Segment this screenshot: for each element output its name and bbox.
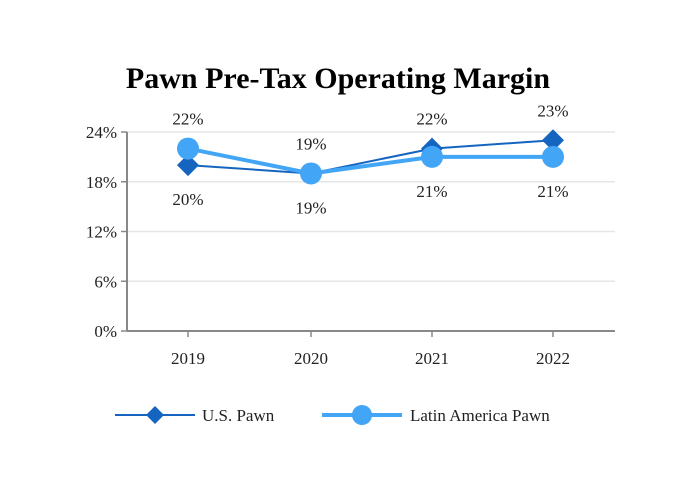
series-layer	[177, 129, 564, 185]
x-tick-label: 2020	[294, 349, 328, 368]
y-tick-label: 0%	[94, 322, 117, 341]
series-line	[187, 146, 553, 176]
legend-label: Latin America Pawn	[410, 406, 550, 425]
y-axis-ticks: 0% 6% 12% 18% 24%	[86, 123, 127, 341]
grid-lines	[127, 131, 615, 282]
data-label: 20%	[172, 190, 203, 209]
data-point	[300, 162, 322, 185]
data-point	[177, 154, 199, 177]
y-tick-label: 24%	[86, 123, 117, 142]
x-tick-label: 2021	[415, 349, 449, 368]
data-point	[542, 129, 564, 152]
legend-item-latin-america-pawn: Latin America Pawn	[322, 405, 550, 425]
data-point	[421, 145, 443, 168]
data-label: 21%	[537, 182, 568, 201]
data-label: 22%	[172, 110, 203, 129]
y-tick-label: 18%	[86, 173, 117, 192]
legend: U.S. Pawn Latin America Pawn	[115, 405, 550, 425]
x-tick-label: 2022	[536, 349, 570, 368]
data-label: 22%	[416, 110, 447, 129]
x-axis-ticks: 2019 2020 2021 2022	[171, 331, 570, 368]
series-line	[187, 139, 554, 175]
legend-marker	[352, 405, 372, 425]
y-tick-label: 12%	[86, 223, 117, 242]
y-tick-label: 6%	[94, 272, 117, 291]
data-point	[542, 145, 564, 168]
x-tick-label: 2019	[171, 349, 205, 368]
series-latin-america-pawn	[177, 137, 564, 185]
chart-title: Pawn Pre-Tax Operating Margin	[126, 62, 550, 95]
legend-marker	[146, 406, 164, 424]
data-label: 21%	[416, 182, 447, 201]
data-label: 19%	[295, 134, 326, 153]
data-labels: 20% 19% 22% 23% 22% 19% 21% 21%	[172, 101, 568, 217]
data-label: 19%	[295, 198, 326, 217]
data-label: 23%	[537, 101, 568, 120]
data-point	[177, 137, 199, 160]
legend-item-us-pawn: U.S. Pawn	[115, 406, 275, 425]
legend-label: U.S. Pawn	[202, 406, 275, 425]
